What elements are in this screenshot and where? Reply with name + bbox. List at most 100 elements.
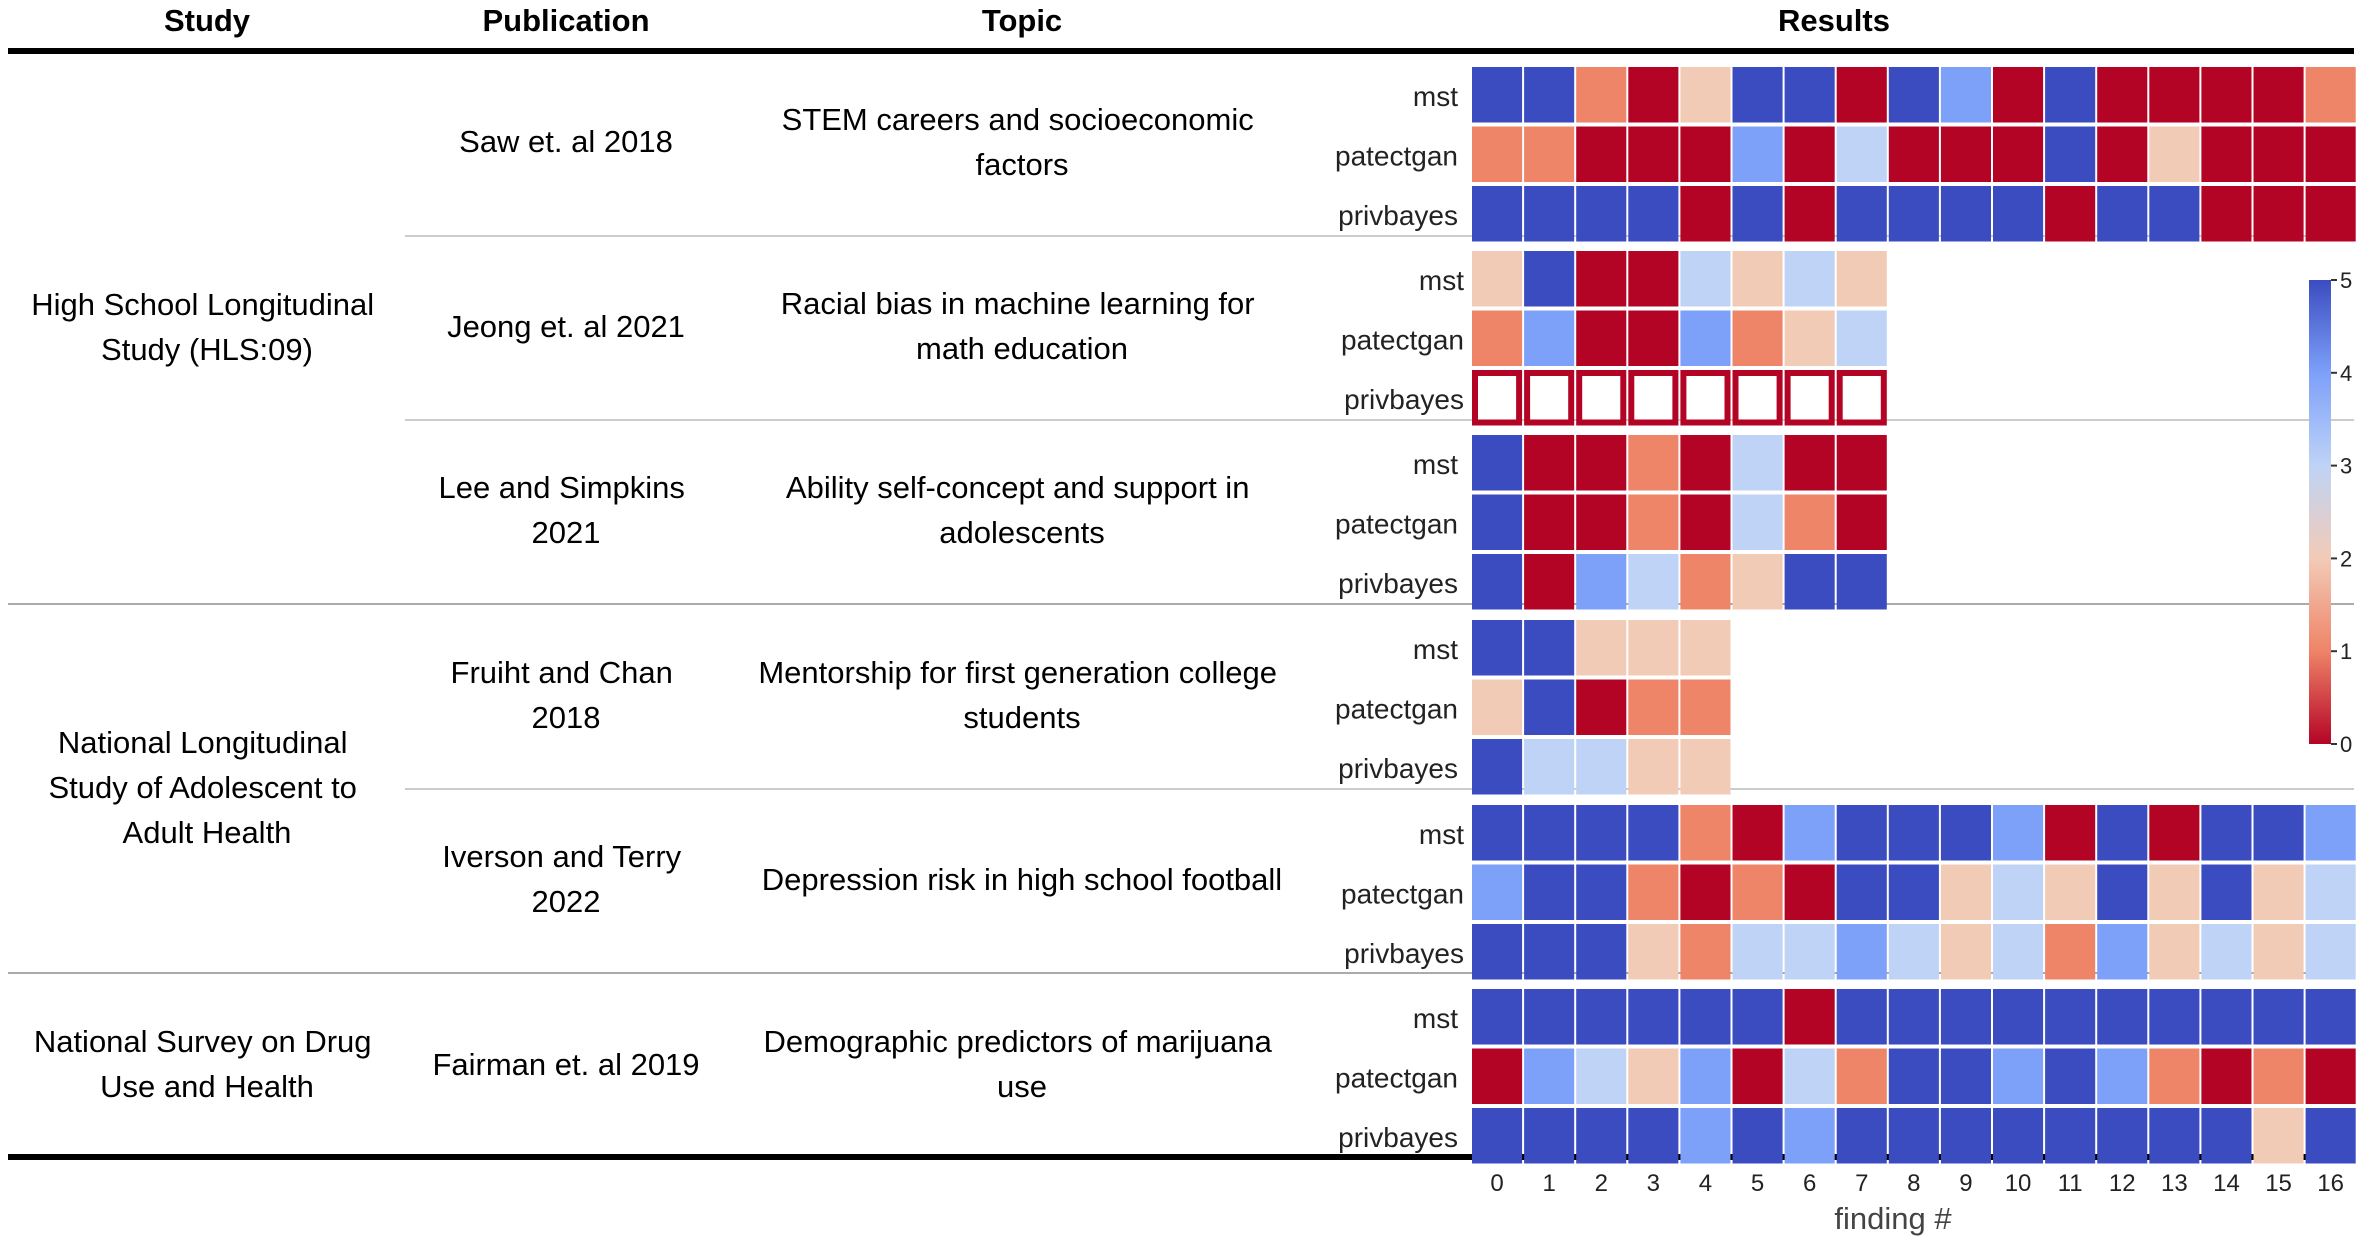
heatmap-cell: [1784, 1108, 1835, 1164]
row-label-privbayes: privbayes: [1338, 200, 1458, 231]
heatmap-cell-empty: [1680, 370, 1731, 426]
heatmap-cell: [2253, 1108, 2304, 1164]
heatmap-cell: [1576, 924, 1627, 980]
publication-label: Fairman et. al 2019: [432, 1047, 699, 1082]
heatmap-cell: [1836, 186, 1887, 242]
heatmap-cell: [1680, 620, 1731, 676]
heatmap-cell: [1576, 126, 1627, 182]
heatmap-cell: [1993, 864, 2044, 920]
heatmap-cell: [1524, 126, 1575, 182]
heatmap-cell: [1732, 494, 1783, 550]
heatmap-cell: [1732, 126, 1783, 182]
heatmap-cell: [1524, 494, 1575, 550]
heatmap-cell: [1628, 989, 1679, 1045]
heatmap-cell: [1784, 1048, 1835, 1104]
heatmap-cell: [2253, 1048, 2304, 1104]
heatmap-cell: [1628, 864, 1679, 920]
heatmap-cell: [2305, 1108, 2356, 1164]
heatmap-cell: [1628, 186, 1679, 242]
heatmap-cell: [2201, 67, 2252, 123]
heatmap-cell: [1940, 186, 1991, 242]
colorbar-tick-label: 5: [2340, 268, 2352, 293]
row-label-patectgan: patectgan: [1341, 878, 1464, 909]
heatmap-cell: [1836, 864, 1887, 920]
row-label-privbayes: privbayes: [1344, 938, 1464, 969]
heatmap-cell: [1784, 805, 1835, 861]
topic-label: Depression risk in high school football: [762, 862, 1282, 897]
heatmap-cell: [2253, 989, 2304, 1045]
heatmap-cell: [1472, 435, 1523, 491]
heatmap-cell: [1784, 67, 1835, 123]
heatmap-cell: [1732, 435, 1783, 491]
heatmap-cell: [1472, 67, 1523, 123]
heatmap-cell: [1993, 805, 2044, 861]
heatmap-cell: [2045, 186, 2096, 242]
heatmap-cell: [1680, 126, 1731, 182]
heatmap-cell: [1732, 924, 1783, 980]
heatmap-cell: [1784, 494, 1835, 550]
heatmap-cell: [1628, 805, 1679, 861]
heatmap-cell: [1940, 805, 1991, 861]
row-label-mst: mst: [1413, 81, 1458, 112]
heatmap-cell: [1524, 739, 1575, 795]
publication-label: Iverson and Terry 2022: [442, 839, 690, 919]
heatmap-cell: [1524, 435, 1575, 491]
heatmap-cell: [2305, 126, 2356, 182]
row-label-mst: mst: [1413, 449, 1458, 480]
heatmap-cell: [1576, 620, 1627, 676]
row-label-mst: mst: [1419, 265, 1464, 296]
colorbar-tick-label: 4: [2340, 361, 2352, 386]
heatmap-cell: [2149, 1048, 2200, 1104]
heatmap-cell: [1940, 989, 1991, 1045]
heatmap-cell: [1472, 251, 1523, 307]
heatmap-cell: [1680, 989, 1731, 1045]
x-tick-label: 8: [1907, 1170, 1920, 1197]
heatmap-cell: [1836, 126, 1887, 182]
heatmap-cell: [1732, 67, 1783, 123]
heatmap-cell: [2097, 126, 2148, 182]
heatmap-layer: mst patectgan privbayes mst patectgan privbay…: [1335, 67, 2356, 1164]
heatmap-cell: [1784, 186, 1835, 242]
heatmap-cell: [2149, 924, 2200, 980]
heatmap-cell: [1888, 67, 1939, 123]
x-tick-label: 16: [2317, 1170, 2344, 1197]
colorbar-tick-label: 2: [2340, 546, 2352, 571]
heatmap-cell: [2045, 126, 2096, 182]
heatmap-cell: [1628, 67, 1679, 123]
heatmap-cell: [1524, 805, 1575, 861]
heatmap-cell: [1836, 989, 1887, 1045]
heatmap-cell: [2097, 864, 2148, 920]
topic-label: Ability self-concept and support in adol…: [786, 470, 1258, 550]
heatmap-cell: [2201, 924, 2252, 980]
heatmap-cell: [1628, 1048, 1679, 1104]
heatmap-cell: [1732, 989, 1783, 1045]
x-tick-label: 2: [1595, 1170, 1608, 1197]
heatmap-cell: [2149, 864, 2200, 920]
colorbar-tick-label: 1: [2340, 639, 2352, 664]
heatmap-cell: [1784, 435, 1835, 491]
row-label-patectgan: patectgan: [1335, 508, 1458, 539]
heatmap-cell: [2149, 67, 2200, 123]
publication-label: Fruiht and Chan 2018: [451, 655, 682, 735]
heatmap-cell: [1784, 126, 1835, 182]
heatmap-cell: [1524, 1108, 1575, 1164]
heatmap-cell: [1576, 739, 1627, 795]
x-tick-label: 12: [2109, 1170, 2136, 1197]
heatmap-cell: [2253, 924, 2304, 980]
heatmap-cell: [1472, 186, 1523, 242]
heatmap-cell: [1472, 864, 1523, 920]
heatmap-cell: [2201, 1048, 2252, 1104]
heatmap-cell-empty: [1836, 370, 1887, 426]
heatmap-cell: [1836, 924, 1887, 980]
heatmap-cell: [1888, 924, 1939, 980]
study-label-nsduh: National Survey on Drug Use and Health: [34, 1024, 380, 1104]
heatmap-cell: [1576, 310, 1627, 366]
heatmap-cell: [1680, 186, 1731, 242]
heatmap-cell: [1784, 554, 1835, 610]
heatmap-cell: [1472, 554, 1523, 610]
topic-label: Mentorship for first generation college …: [758, 655, 1285, 735]
heatmap-cell: [1993, 1048, 2044, 1104]
heatmap-cell: [1576, 864, 1627, 920]
heatmap-cell: [2201, 186, 2252, 242]
